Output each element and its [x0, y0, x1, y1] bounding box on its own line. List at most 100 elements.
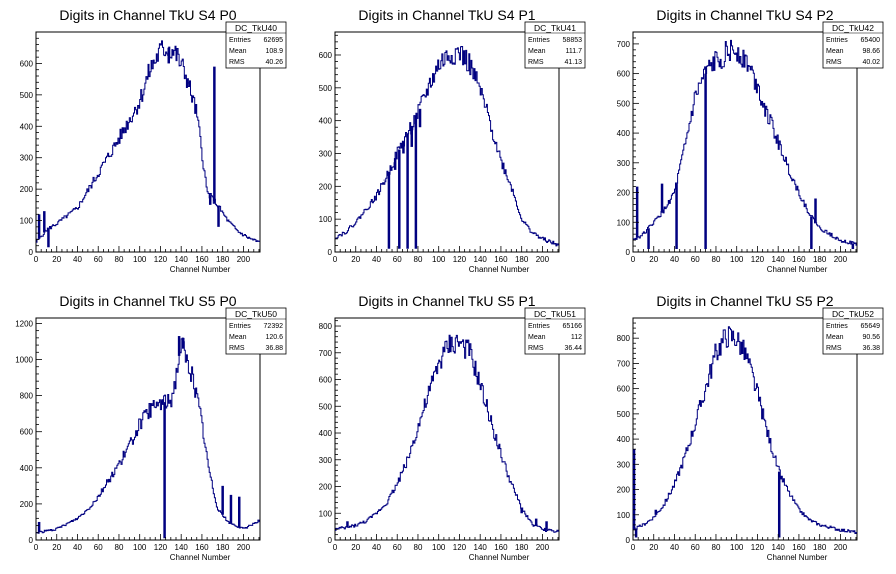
x-tick-label: 80 [712, 255, 721, 264]
y-tick-label: 500 [20, 91, 34, 100]
histogram-panel: Digits in Channel TkU S5 P2 0 20 40 60 80 100 1… [617, 293, 884, 562]
plot-frame [334, 317, 560, 541]
x-tick-label: 0 [333, 543, 338, 552]
x-tick-label: 200 [237, 543, 251, 552]
x-tick-label: 60 [393, 255, 402, 264]
stats-value: 41.13 [564, 59, 582, 66]
plot-frame [35, 31, 261, 253]
x-tick-label: 140 [772, 543, 786, 552]
x-tick-label: 200 [536, 255, 550, 264]
histogram-line [633, 326, 857, 534]
x-tick-label: 200 [834, 543, 848, 552]
y-tick-label: 700 [319, 349, 333, 358]
x-tick-label: 120 [154, 255, 168, 264]
x-tick-label: 80 [414, 255, 423, 264]
x-axis-label: Channel Number [170, 265, 231, 274]
x-tick-label: 80 [414, 543, 423, 552]
stats-value: 62695 [264, 37, 284, 44]
stats-box: DC_TkU52 Entries 65649 Mean 90.56 RMS 36.38 [822, 307, 884, 355]
stats-value: 108.9 [265, 48, 283, 55]
y-tick-label: 500 [319, 84, 333, 93]
x-tick-label: 200 [834, 255, 848, 264]
x-tick-label: 40 [372, 255, 381, 264]
y-tick-label: 0 [328, 248, 333, 257]
y-tick-label: 200 [319, 182, 333, 191]
y-tick-label: 400 [20, 122, 34, 131]
x-tick-label: 0 [333, 255, 338, 264]
x-tick-label: 0 [631, 255, 636, 264]
stats-name: DC_TkU42 [832, 23, 874, 33]
y-tick-label: 600 [319, 51, 333, 60]
x-tick-label: 100 [133, 255, 147, 264]
x-tick-label: 120 [453, 255, 467, 264]
histogram-panel: Digits in Channel TkU S5 P1 0 20 40 60 80 100 1… [319, 293, 586, 562]
stats-label: RMS [229, 59, 245, 66]
y-tick-label: 600 [617, 385, 631, 394]
x-tick-label: 160 [792, 543, 806, 552]
x-tick-label: 20 [52, 543, 61, 552]
stats-box: DC_TkU40 Entries 62695 Mean 108.9 RMS 40.26 [225, 21, 287, 69]
y-tick-label: 600 [20, 59, 34, 68]
x-tick-label: 160 [195, 543, 209, 552]
y-tick-label: 200 [20, 185, 34, 194]
x-axis-label: Channel Number [170, 553, 231, 562]
stats-box: DC_TkU42 Entries 65400 Mean 98.66 RMS 40.02 [822, 21, 884, 69]
stats-label: Entries [229, 37, 251, 44]
stats-label: Mean [528, 334, 546, 341]
y-tick-label: 100 [617, 511, 631, 520]
x-axis-label: Channel Number [767, 265, 828, 274]
stats-label: Entries [229, 323, 251, 330]
x-tick-label: 160 [494, 543, 508, 552]
stats-label: Mean [229, 334, 247, 341]
x-tick-label: 0 [34, 543, 39, 552]
x-tick-label: 0 [631, 543, 636, 552]
y-tick-label: 0 [29, 536, 34, 545]
x-tick-label: 60 [691, 543, 700, 552]
stats-label: Mean [229, 48, 247, 55]
stats-box-frame [524, 21, 586, 69]
x-tick-label: 140 [474, 543, 488, 552]
x-tick-label: 80 [115, 255, 124, 264]
chart-title: Digits in Channel TkU S5 P1 [358, 293, 535, 309]
chart-title: Digits in Channel TkU S4 P2 [656, 7, 833, 23]
stats-value: 65400 [861, 37, 881, 44]
y-tick-label: 100 [319, 215, 333, 224]
x-tick-label: 40 [670, 543, 679, 552]
y-tick-label: 300 [617, 460, 631, 469]
x-tick-label: 20 [649, 255, 658, 264]
y-tick-label: 600 [319, 376, 333, 385]
y-tick-label: 0 [29, 248, 34, 257]
x-tick-label: 20 [351, 255, 360, 264]
histogram-line [36, 337, 260, 534]
histogram-panel: Digits in Channel TkU S4 P0 0 20 40 60 80 100 1… [20, 7, 287, 274]
x-tick-label: 200 [237, 255, 251, 264]
stats-box: DC_TkU50 Entries 72392 Mean 120.6 RMS 36.88 [225, 307, 287, 355]
stats-label: Mean [826, 48, 844, 55]
stats-box: DC_TkU41 Entries 58853 Mean 111.7 RMS 41.13 [524, 21, 586, 69]
y-tick-label: 400 [20, 464, 34, 473]
stats-name: DC_TkU52 [832, 309, 874, 319]
y-tick-label: 200 [20, 500, 34, 509]
stats-box-frame [822, 307, 884, 355]
x-tick-label: 180 [515, 543, 529, 552]
chart-title: Digits in Channel TkU S5 P2 [656, 293, 833, 309]
y-tick-label: 300 [319, 456, 333, 465]
y-tick-label: 400 [617, 129, 631, 138]
y-tick-label: 0 [328, 536, 333, 545]
stats-box-frame [822, 21, 884, 69]
x-tick-label: 20 [351, 543, 360, 552]
stats-value: 111.7 [566, 48, 583, 55]
x-tick-label: 140 [175, 543, 189, 552]
y-tick-label: 200 [319, 483, 333, 492]
x-tick-label: 120 [751, 543, 765, 552]
stats-label: Entries [826, 323, 848, 330]
stats-box-frame [225, 21, 287, 69]
y-tick-label: 200 [617, 486, 631, 495]
stats-label: Entries [826, 37, 848, 44]
x-tick-label: 140 [474, 255, 488, 264]
y-tick-label: 500 [617, 99, 631, 108]
plot-frame [334, 31, 560, 253]
stats-value: 36.38 [862, 345, 880, 352]
y-tick-label: 1000 [15, 356, 33, 365]
